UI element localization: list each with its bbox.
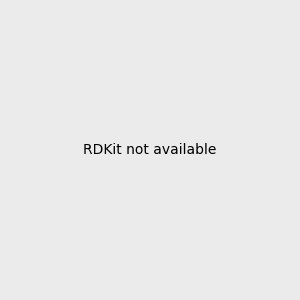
Text: RDKit not available: RDKit not available	[83, 143, 217, 157]
